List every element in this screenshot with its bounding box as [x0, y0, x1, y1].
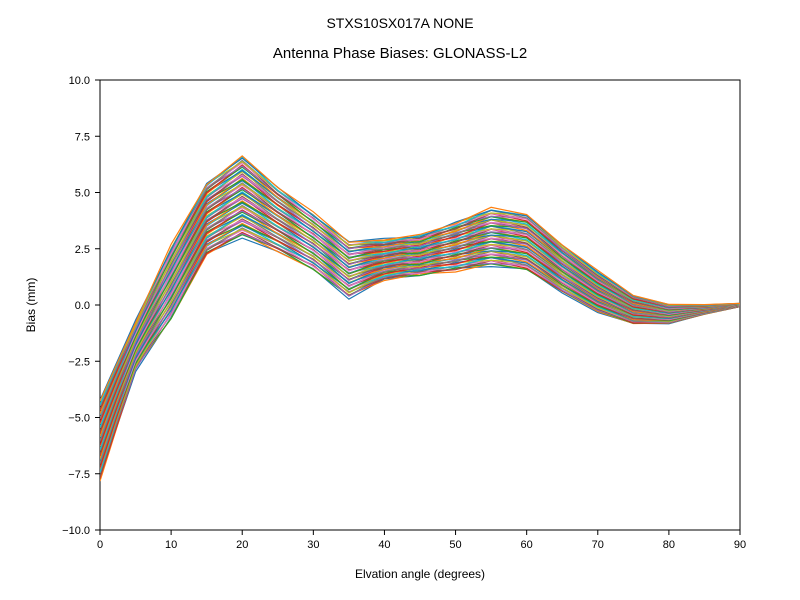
- y-tick-label: 7.5: [75, 131, 90, 143]
- y-tick-label: −2.5: [68, 356, 90, 368]
- series-line: [100, 156, 740, 401]
- x-tick-label: 90: [734, 539, 746, 551]
- y-tick-label: 0.0: [75, 300, 90, 312]
- x-tick-label: 80: [663, 539, 675, 551]
- x-tick-label: 50: [449, 539, 461, 551]
- x-tick-label: 0: [97, 539, 103, 551]
- y-axis-label: Bias (mm): [24, 278, 38, 333]
- x-tick-label: 60: [521, 539, 533, 551]
- x-tick-label: 70: [592, 539, 604, 551]
- x-axis-label: Elvation angle (degrees): [355, 567, 485, 581]
- chart-title: Antenna Phase Biases: GLONASS-L2: [273, 45, 527, 62]
- series-group: [100, 156, 740, 481]
- series-line: [100, 157, 740, 405]
- y-tick-label: 10.0: [69, 75, 90, 87]
- y-tick-label: −5.0: [68, 413, 90, 425]
- series-line: [100, 163, 740, 405]
- x-tick-label: 20: [236, 539, 248, 551]
- series-line: [100, 162, 740, 410]
- x-tick-label: 30: [307, 539, 319, 551]
- y-tick-label: −10.0: [62, 525, 90, 537]
- x-tick-label: 40: [378, 539, 390, 551]
- series-line: [100, 160, 740, 405]
- series-line: [100, 158, 740, 400]
- y-tick-label: 5.0: [75, 188, 90, 200]
- y-tick-label: −7.5: [68, 469, 90, 481]
- x-tick-label: 10: [165, 539, 177, 551]
- series-line: [100, 162, 740, 401]
- y-tick-label: 2.5: [75, 244, 90, 256]
- suptitle: STXS10SX017A NONE: [326, 15, 473, 31]
